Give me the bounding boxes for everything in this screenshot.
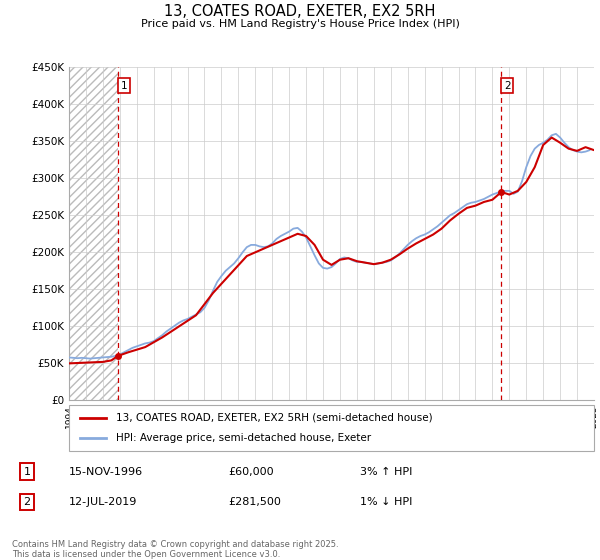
Text: 1% ↓ HPI: 1% ↓ HPI [360, 497, 412, 507]
Text: 3% ↑ HPI: 3% ↑ HPI [360, 466, 412, 477]
Text: 13, COATES ROAD, EXETER, EX2 5RH: 13, COATES ROAD, EXETER, EX2 5RH [164, 4, 436, 20]
Text: Price paid vs. HM Land Registry's House Price Index (HPI): Price paid vs. HM Land Registry's House … [140, 19, 460, 29]
Text: 12-JUL-2019: 12-JUL-2019 [69, 497, 137, 507]
Text: £60,000: £60,000 [228, 466, 274, 477]
Text: £281,500: £281,500 [228, 497, 281, 507]
Text: 15-NOV-1996: 15-NOV-1996 [69, 466, 143, 477]
Text: Contains HM Land Registry data © Crown copyright and database right 2025.
This d: Contains HM Land Registry data © Crown c… [12, 540, 338, 559]
FancyBboxPatch shape [69, 405, 594, 451]
Text: 1: 1 [23, 466, 31, 477]
Text: 2: 2 [504, 81, 511, 91]
Text: HPI: Average price, semi-detached house, Exeter: HPI: Average price, semi-detached house,… [116, 433, 371, 443]
Text: 1: 1 [121, 81, 127, 91]
Text: 2: 2 [23, 497, 31, 507]
Text: 13, COATES ROAD, EXETER, EX2 5RH (semi-detached house): 13, COATES ROAD, EXETER, EX2 5RH (semi-d… [116, 413, 433, 423]
